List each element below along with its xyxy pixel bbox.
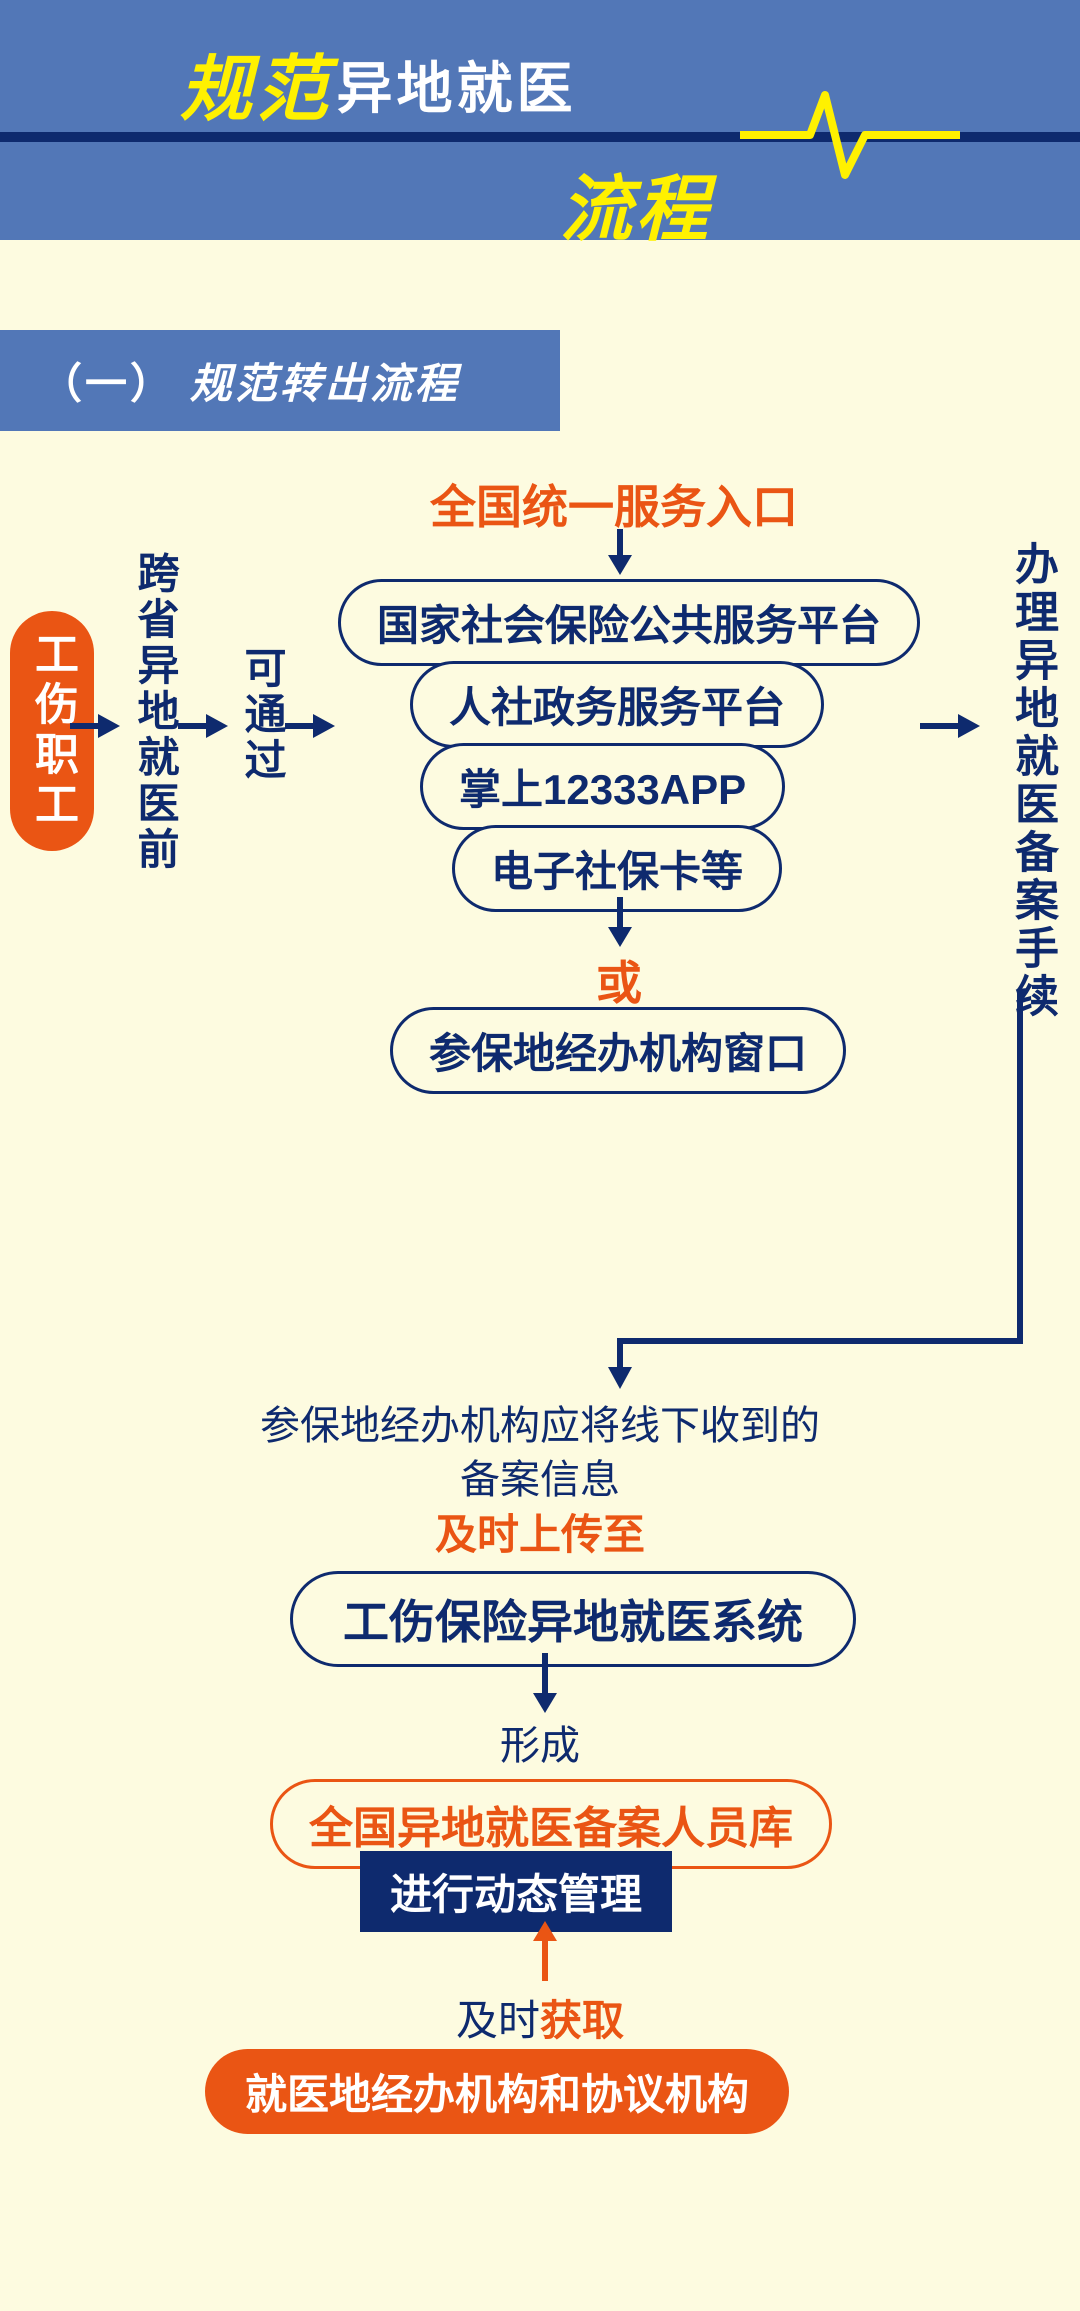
manage-bar: 进行动态管理 bbox=[360, 1851, 672, 1932]
connector-icon bbox=[605, 991, 1035, 1391]
mid-text: 参保地经办机构应将线下收到的 备案信息 及时上传至 bbox=[0, 1399, 1080, 1564]
channel-pill: 人社政务服务平台 bbox=[410, 661, 824, 748]
header-banner: 规范 异地就医 流程 bbox=[0, 0, 1080, 240]
node-right: 办理异地就医备案手续 bbox=[1000, 541, 1064, 1021]
arrow-icon bbox=[920, 711, 980, 741]
title-yidi: 异地就医 bbox=[336, 57, 576, 120]
entry-title: 全国统一服务入口 bbox=[430, 471, 798, 537]
title-liucheng: 流程 bbox=[560, 150, 712, 255]
arrow-down-icon bbox=[530, 1653, 560, 1713]
node-step2: 可通过 bbox=[232, 646, 293, 784]
upload-label: 及时上传至 bbox=[0, 1507, 1080, 1564]
section-num: （一） bbox=[40, 360, 175, 407]
arrow-icon bbox=[70, 711, 120, 741]
header-title-line1: 规范 异地就医 bbox=[180, 30, 576, 135]
title-guifan: 规范 bbox=[180, 50, 332, 130]
node-step1: 跨省异地就医前 bbox=[125, 551, 186, 873]
section-title-text: 规范转出流程 bbox=[190, 360, 460, 407]
arrow-down-icon bbox=[605, 897, 635, 947]
channel-pill: 掌上12333APP bbox=[420, 743, 785, 830]
bottom-pill: 就医地经办机构和协议机构 bbox=[205, 2049, 789, 2134]
arrow-up-icon bbox=[530, 1921, 560, 1981]
arrow-icon bbox=[178, 711, 228, 741]
arrow-icon bbox=[285, 711, 335, 741]
system-pill: 工伤保险异地就医系统 bbox=[290, 1571, 856, 1667]
mid-text-1: 参保地经办机构应将线下收到的 bbox=[0, 1399, 1080, 1453]
flowchart: 工伤职工 跨省异地就医前 可通过 全国统一服务入口 国家社会保险公共服务平台 人… bbox=[0, 431, 1080, 2311]
get-prefix: 及时 bbox=[456, 1997, 540, 2044]
arrow-down-icon bbox=[605, 529, 635, 575]
form-label: 形成 bbox=[0, 1719, 1080, 1773]
get-label: 及时获取 bbox=[0, 1987, 1080, 2048]
channel-pill: 国家社会保险公共服务平台 bbox=[338, 579, 920, 666]
mid-text-2: 备案信息 bbox=[0, 1453, 1080, 1507]
ecg-icon bbox=[740, 80, 960, 190]
get-suffix: 获取 bbox=[540, 1997, 624, 2044]
section-heading: （一） 规范转出流程 bbox=[0, 330, 560, 431]
